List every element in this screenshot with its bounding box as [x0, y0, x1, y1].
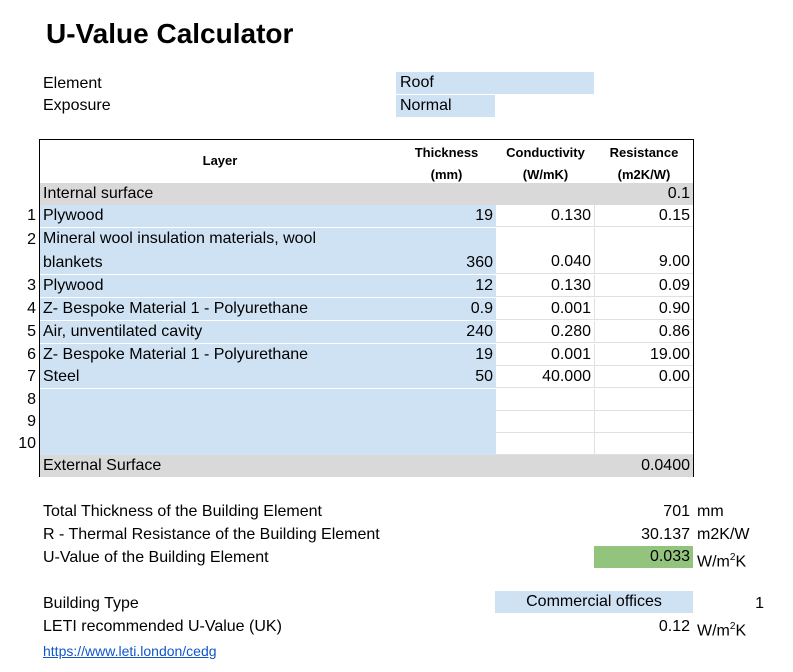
layer-conductivity: 0.130: [496, 205, 595, 227]
layer-conductivity: [496, 389, 595, 411]
external-surface-row: External Surface 0.0400: [40, 455, 693, 477]
internal-surface-label: Internal surface: [43, 185, 154, 202]
total-thickness-unit: mm: [697, 503, 724, 520]
layer-thickness[interactable]: 0.9: [470, 300, 493, 317]
page-title: U-Value Calculator: [46, 18, 294, 49]
leti-label: LETI recommended U-Value (UK): [43, 618, 282, 635]
layer-conductivity: 0.040: [496, 228, 595, 274]
header-conductivity: Conductivity: [506, 145, 585, 160]
table-row: Plywood 19 0.130 0.15: [40, 205, 693, 227]
row-number: 4: [27, 300, 36, 317]
table-row: [40, 411, 693, 433]
layer-name[interactable]: Z- Bespoke Material 1 - Polyurethane: [40, 344, 496, 366]
layer-conductivity: [496, 433, 595, 455]
layer-conductivity: 0.130: [496, 275, 595, 297]
layer-name[interactable]: Steel: [40, 366, 496, 388]
header-layer: Layer: [202, 153, 238, 168]
layer-conductivity: 40.000: [496, 366, 595, 388]
u-value-label: U-Value of the Building Element: [43, 549, 269, 566]
header-resistance: Resistance: [609, 145, 679, 160]
layer-resistance: 0.90: [595, 298, 693, 320]
layer-resistance: 19.00: [595, 344, 693, 366]
layer-resistance: [595, 411, 693, 433]
layer-resistance: 9.00: [595, 228, 693, 274]
table-row: Z- Bespoke Material 1 - Polyurethane 0.9…: [40, 298, 693, 320]
layer-name[interactable]: [40, 389, 496, 411]
total-thickness-label: Total Thickness of the Building Element: [43, 503, 322, 520]
table-row: Z- Bespoke Material 1 - Polyurethane 19 …: [40, 344, 693, 366]
layer-name[interactable]: [40, 433, 496, 455]
layer-name-line2: blankets: [43, 254, 103, 271]
layer-resistance: [595, 389, 693, 411]
building-type-select[interactable]: Commercial offices: [495, 591, 693, 613]
layer-name[interactable]: Plywood: [40, 205, 496, 227]
layer-resistance: 0.86: [595, 321, 693, 343]
row-number: 10: [18, 435, 36, 452]
layer-thickness[interactable]: 360: [466, 254, 493, 271]
building-type-label: Building Type: [43, 595, 139, 612]
table-row: [40, 389, 693, 411]
layer-resistance: [595, 433, 693, 455]
row-number: 8: [27, 391, 36, 408]
exposure-label: Exposure: [43, 97, 111, 114]
leti-value: 0.12: [658, 618, 690, 635]
layer-resistance: 0.09: [595, 275, 693, 297]
leti-unit: W/m2K: [697, 621, 747, 640]
table-row: Mineral wool insulation materials, wool …: [40, 228, 693, 274]
table-row: Air, unventilated cavity 240 0.280 0.86: [40, 321, 693, 343]
r-value-value: 30.137: [641, 526, 690, 543]
table-row: [40, 433, 693, 455]
layer-thickness[interactable]: 19: [475, 207, 493, 224]
internal-surface-row: Internal surface 0.1: [40, 183, 693, 205]
layer-thickness[interactable]: 12: [475, 277, 493, 294]
row-number: 5: [27, 323, 36, 340]
layer-thickness[interactable]: 50: [475, 368, 493, 385]
leti-link[interactable]: https://www.leti.london/cedg: [43, 643, 217, 659]
total-thickness-value: 701: [663, 503, 690, 520]
r-value-unit: m2K/W: [697, 526, 750, 543]
row-number: 3: [27, 277, 36, 294]
external-surface-resistance: 0.0400: [641, 457, 690, 474]
r-value-label: R - Thermal Resistance of the Building E…: [43, 526, 380, 543]
layer-thickness[interactable]: 240: [466, 323, 493, 340]
internal-surface-resistance: 0.1: [667, 185, 690, 202]
element-input[interactable]: Roof: [396, 72, 594, 94]
row-number: 7: [27, 368, 36, 385]
row-number: 2: [27, 231, 36, 248]
u-value-unit: W/m2K: [697, 552, 747, 571]
header-thickness: Thickness: [414, 145, 479, 160]
layer-conductivity: 0.001: [496, 298, 595, 320]
layer-name[interactable]: Plywood: [40, 275, 496, 297]
exposure-input[interactable]: Normal: [396, 95, 495, 117]
layer-conductivity: 0.280: [496, 321, 595, 343]
row-number: 6: [27, 346, 36, 363]
layer-name[interactable]: Air, unventilated cavity: [40, 321, 496, 343]
layer-thickness[interactable]: 19: [475, 346, 493, 363]
building-type-index: 1: [755, 595, 764, 612]
layer-name[interactable]: Z- Bespoke Material 1 - Polyurethane: [40, 298, 496, 320]
row-number: 1: [27, 207, 36, 224]
layer-name[interactable]: [40, 411, 496, 433]
row-number: 9: [27, 413, 36, 430]
layer-conductivity: [496, 411, 595, 433]
layer-name: Mineral wool insulation materials, wool: [43, 230, 317, 247]
u-value-value: 0.033: [594, 546, 693, 568]
header-resistance-unit: (m2K/W): [617, 167, 671, 182]
layer-resistance: 0.15: [595, 205, 693, 227]
layer-conductivity: 0.001: [496, 344, 595, 366]
element-label: Element: [43, 75, 102, 92]
header-conductivity-unit: (W/mK): [522, 167, 569, 182]
external-surface-label: External Surface: [43, 457, 162, 474]
header-thickness-unit: (mm): [430, 167, 463, 182]
layer-name-line1[interactable]: Mineral wool insulation materials, wool: [40, 228, 496, 274]
table-row: Plywood 12 0.130 0.09: [40, 275, 693, 297]
layers-table: Layer Thickness (mm) Conductivity (W/mK)…: [39, 139, 694, 477]
table-row: Steel 50 40.000 0.00: [40, 366, 693, 388]
layer-resistance: 0.00: [595, 366, 693, 388]
